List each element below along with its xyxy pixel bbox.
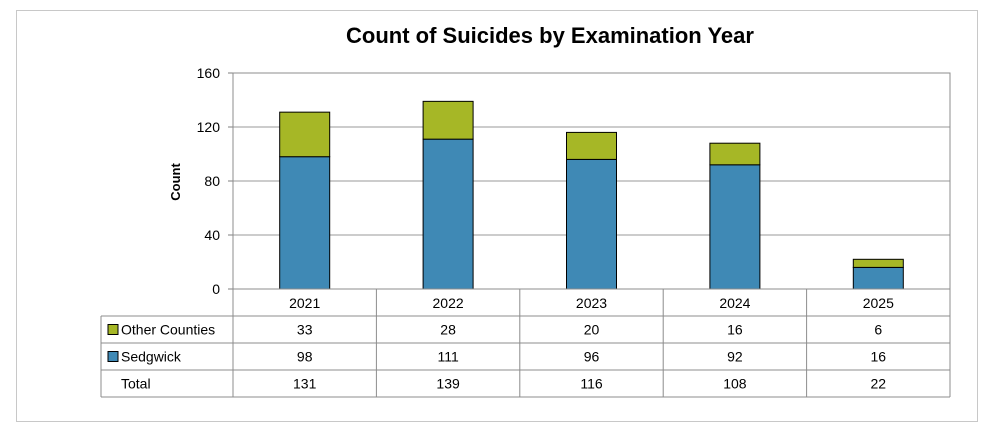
table-cell: 131 [293, 376, 317, 392]
table-row-label: Other Counties [121, 322, 215, 338]
bar-sedgwick-2022 [422, 138, 474, 290]
table-row-label: Total [121, 376, 151, 392]
table-cell: 108 [723, 376, 747, 392]
axes: 0 40 80 120 160 [197, 65, 951, 297]
bar-sedgwick-2025 [852, 266, 904, 290]
x-tick-label: 2025 [863, 295, 894, 311]
x-tick-label: 2021 [289, 295, 320, 311]
bar-sedgwick-2021 [279, 156, 331, 290]
y-tick-label: 0 [212, 281, 220, 297]
table-cell: 28 [440, 322, 456, 338]
table-cell: 20 [584, 322, 600, 338]
table-cell: 16 [871, 349, 887, 365]
table-row-label: Sedgwick [121, 349, 182, 365]
table-cell: 16 [727, 322, 743, 338]
bar-other-counties-2021 [279, 111, 331, 158]
legend-swatch-other-counties [107, 324, 119, 335]
bar-other-counties-2025 [852, 258, 904, 268]
table-cell: 96 [584, 349, 600, 365]
y-tick-label: 120 [197, 119, 221, 135]
chart-title: Count of Suicides by Examination Year [346, 23, 754, 48]
table-cell: 33 [297, 322, 313, 338]
bar-sedgwick-2023 [566, 158, 617, 290]
bar-other-counties-2024 [709, 142, 761, 166]
table-cell: 111 [437, 349, 458, 365]
y-tick-label: 80 [204, 173, 220, 189]
table-cell: 6 [874, 322, 882, 338]
x-tick-label: 2023 [576, 295, 607, 311]
y-axis-label: Count [168, 163, 183, 201]
table-cell: 139 [436, 376, 460, 392]
bar-other-counties-2023 [566, 131, 617, 160]
plot-area [232, 72, 951, 290]
chart-frame [16, 10, 978, 422]
table-cell: 116 [580, 376, 603, 392]
x-tick-label: 2022 [433, 295, 464, 311]
bar-other-counties-2022 [422, 100, 474, 140]
table-cell: 92 [727, 349, 743, 365]
x-tick-label: 2024 [719, 295, 750, 311]
legend-swatch-sedgwick [107, 351, 119, 362]
y-tick-label: 160 [197, 65, 221, 81]
table-cell: 22 [871, 376, 887, 392]
bar-sedgwick-2024 [709, 164, 761, 290]
y-tick-label: 40 [204, 227, 220, 243]
bars [279, 100, 904, 290]
table-cell: 98 [297, 349, 313, 365]
